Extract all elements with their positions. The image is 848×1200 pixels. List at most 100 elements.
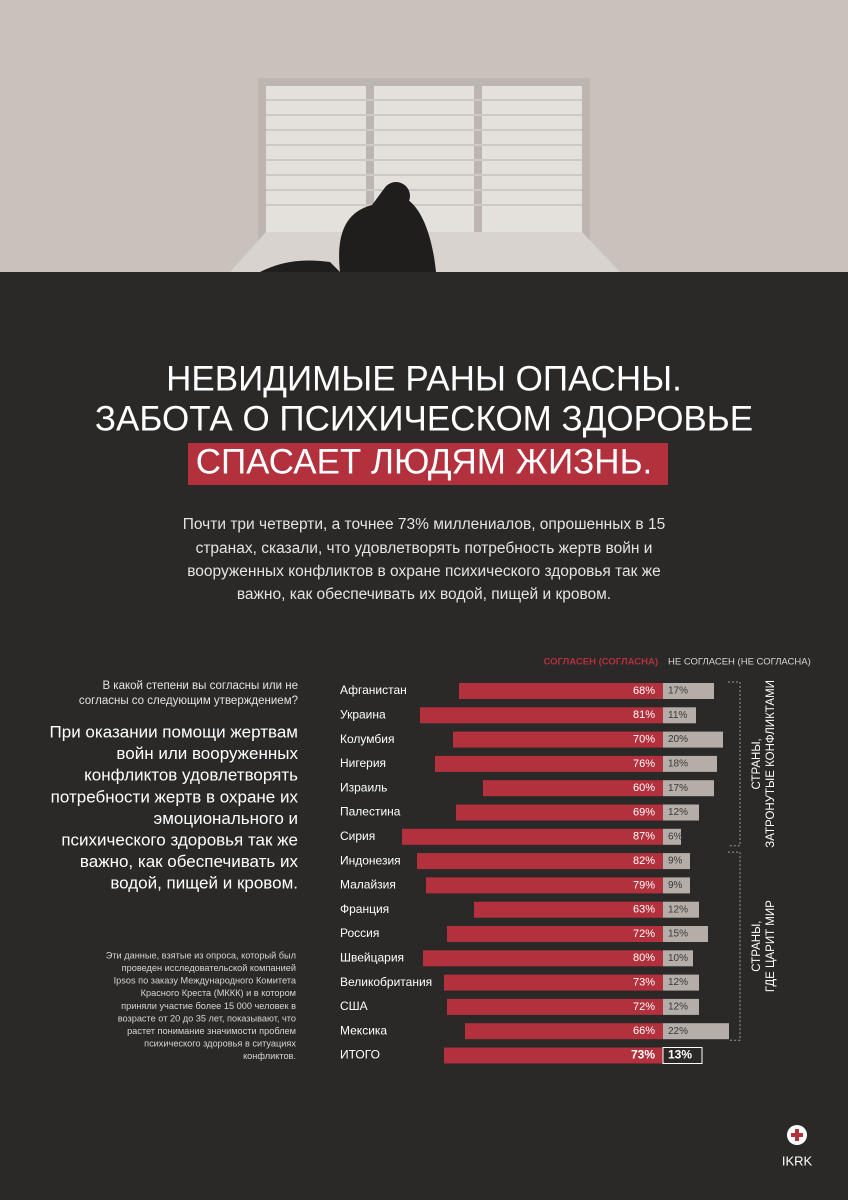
- statement-line: водой, пищей и кровом.: [110, 874, 298, 893]
- value-label: 11%: [668, 710, 687, 721]
- photo: [0, 0, 848, 272]
- question-line: согласны со следующим утверждением?: [79, 695, 298, 707]
- category-label: Индонезия: [340, 853, 401, 867]
- footnote-line: Ipsos по заказу Международного Комитета: [114, 976, 297, 986]
- value-label: 6%: [668, 831, 683, 842]
- bar: [663, 755, 717, 772]
- category-label: Израиль: [340, 780, 387, 794]
- intro-line: странах, сказали, что удовлетворять потр…: [196, 540, 653, 557]
- bar: [663, 853, 690, 870]
- intro-line: вооруженных конфликтов в охране психичес…: [187, 563, 661, 580]
- category-label: Великобритания: [340, 975, 432, 989]
- bar: [663, 707, 696, 724]
- category-label: США: [340, 999, 368, 1013]
- legend-label: НЕ СОГЛАСЕН (НЕ СОГЛАСНА): [668, 657, 811, 668]
- value-label: 72%: [633, 928, 655, 940]
- bar: [459, 683, 663, 699]
- value-label: 12%: [668, 904, 688, 915]
- title: НЕВИДИМЫЕ РАНЫ ОПАСНЫ. ЗАБОТА О ПСИХИЧЕС…: [95, 359, 753, 481]
- bar: [663, 804, 699, 821]
- group-label: ГДЕ ЦАРИТ МИР: [765, 900, 777, 992]
- intro-line: Почти три четверти, а точнее 73% миллени…: [183, 516, 665, 533]
- bar: [663, 731, 723, 748]
- logo-cross: [791, 1133, 803, 1137]
- value-label: 9%: [668, 880, 683, 891]
- bar: [435, 755, 663, 772]
- title-line: НЕВИДИМЫЕ РАНЫ ОПАСНЫ.: [166, 359, 682, 398]
- title-line: ЗАБОТА О ПСИХИЧЕСКОМ ЗДОРОВЬЕ: [95, 399, 753, 438]
- title-line: СПАСАЕТ ЛЮДЯМ ЖИЗНЬ.: [196, 442, 653, 481]
- bar: [663, 998, 699, 1015]
- footnote-line: Эти данные, взятые из опроса, который бы…: [106, 950, 296, 960]
- silhouette-head: [382, 182, 410, 210]
- value-label: 22%: [668, 1026, 688, 1037]
- statement-line: войн или вооруженных: [116, 744, 298, 763]
- category-label: Украина: [340, 707, 386, 721]
- category-label: Колумбия: [340, 732, 394, 746]
- bar: [447, 926, 663, 942]
- statement-line: эмоционального и: [154, 809, 298, 828]
- bar: [417, 853, 663, 870]
- statement-line: психического здоровья так же: [61, 830, 298, 849]
- value-label: 60%: [633, 782, 655, 794]
- legend-label: СОГЛАСЕН (СОГЛАСНА): [543, 657, 658, 668]
- statement-line: конфликтов удовлетворять: [84, 766, 298, 785]
- group-label: СТРАНЫ,: [751, 921, 763, 972]
- bar: [426, 877, 663, 894]
- footnote-line: психического здоровья в ситуациях: [144, 1039, 296, 1049]
- bar: [453, 731, 663, 748]
- bar: [663, 1023, 729, 1040]
- bar: [663, 683, 714, 699]
- bar: [456, 804, 663, 821]
- value-label: 15%: [668, 929, 688, 940]
- bar: [483, 780, 663, 797]
- question-line: В какой степени вы согласны или не: [102, 680, 298, 692]
- value-label: 9%: [668, 856, 683, 867]
- value-label: 80%: [633, 952, 655, 964]
- value-label: 68%: [633, 685, 655, 697]
- footnote-line: Красного Креста (МККК) и в котором: [141, 988, 296, 998]
- bar: [663, 780, 714, 797]
- intro: Почти три четверти, а точнее 73% миллени…: [183, 516, 665, 603]
- category-label: Мексика: [340, 1023, 387, 1037]
- bar: [663, 901, 699, 918]
- value-label: 12%: [668, 807, 688, 818]
- bar: [663, 950, 693, 967]
- bar: [662, 1047, 703, 1064]
- value-label: 76%: [633, 758, 655, 770]
- footnote-line: проведен исследовательской компанией: [122, 963, 296, 973]
- value-label: 73%: [633, 977, 655, 989]
- footnote-line: конфликтов.: [243, 1051, 296, 1061]
- category-label: Малайзия: [340, 878, 396, 892]
- group-label: ЗАТРОНУТЫЕ КОНФЛИКТАМИ: [765, 680, 777, 848]
- bar: [447, 998, 663, 1015]
- value-label: 82%: [633, 855, 655, 867]
- category-label: ИТОГО: [340, 1048, 380, 1062]
- value-label: 17%: [668, 686, 688, 697]
- title-highlight: [188, 443, 668, 485]
- logo-text: IKRK: [782, 1153, 813, 1168]
- side-text: В какой степени вы согласны или не соглас…: [50, 680, 299, 1061]
- category-label: Швейцария: [340, 950, 404, 964]
- category-label: Франция: [340, 902, 389, 916]
- group-label: СТРАНЫ,: [751, 738, 763, 789]
- category-label: Россия: [340, 926, 379, 940]
- chart: СОГЛАСЕН (СОГЛАСНА) НЕ СОГЛАСЕН (НЕ СОГЛА…: [340, 657, 811, 1064]
- value-label: 13%: [668, 1048, 692, 1062]
- bar: [663, 877, 690, 894]
- value-label: 17%: [668, 783, 688, 794]
- bar: [420, 707, 663, 724]
- value-label: 63%: [633, 904, 655, 916]
- bar: [663, 926, 708, 942]
- value-label: 70%: [633, 734, 655, 746]
- value-label: 10%: [668, 953, 688, 964]
- statement-line: При оказании помощи жертвам: [50, 722, 298, 741]
- bar: [474, 901, 663, 918]
- category-label: Нигерия: [340, 756, 386, 770]
- group-bracket: [728, 851, 741, 1041]
- statement-line: потребности жертв в охране их: [51, 787, 299, 806]
- value-label: 73%: [631, 1048, 655, 1062]
- bar: [444, 1047, 663, 1064]
- bar: [402, 828, 663, 845]
